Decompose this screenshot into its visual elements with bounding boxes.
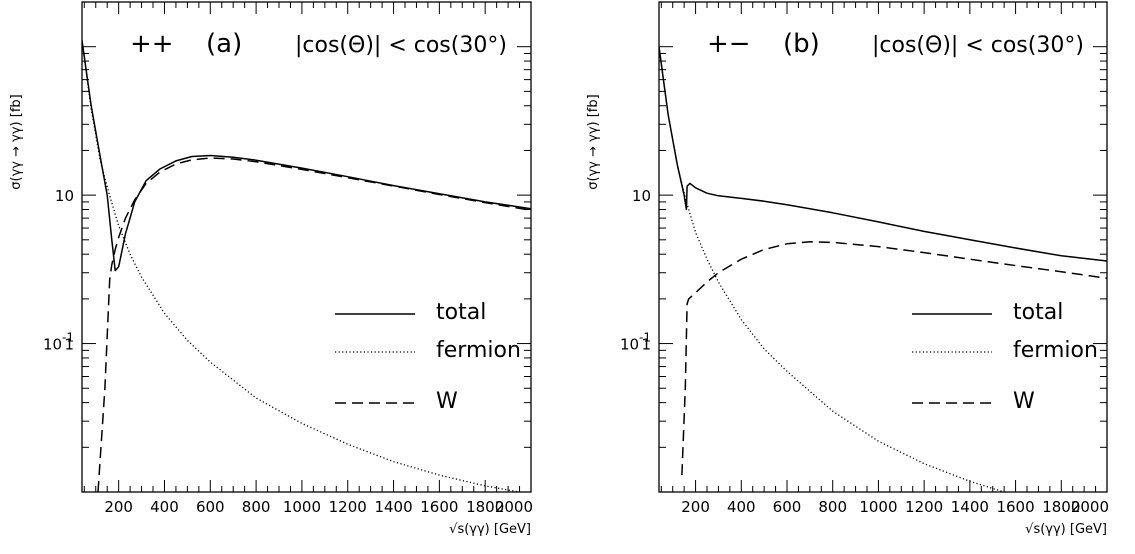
legend-label-total: total [436, 300, 486, 325]
helicity-label: +− [707, 29, 751, 59]
x-tick-label: 1400 [374, 498, 412, 516]
y-tick-label: 10 [55, 187, 74, 205]
y-tick-label: 1 [641, 336, 651, 354]
x-tick-label: 200 [681, 498, 710, 516]
x-tick-label: 2000 [1071, 498, 1109, 516]
panel-label: (b) [783, 29, 820, 59]
series-line-w [97, 157, 531, 492]
x-tick-label: 1200 [329, 498, 367, 516]
y-tick-label: 1 [64, 336, 74, 354]
cut-label: |cos(Θ)| < cos(30°) [295, 33, 507, 58]
legend-label-fermion: fermion [1013, 338, 1098, 363]
x-tick-label: 1000 [859, 498, 897, 516]
series-line-fermion [82, 40, 520, 492]
x-tick-label: 800 [242, 498, 271, 516]
x-tick-label: 800 [818, 498, 847, 516]
y-axis-title: σ(γγ → γγ) [fb] [9, 94, 24, 189]
x-tick-label: 400 [727, 498, 756, 516]
plot-frame [658, 1, 1108, 493]
legend-label-w: W [436, 389, 458, 414]
y-tick-label: 10-1 [43, 331, 74, 354]
x-axis-title: √s(γγ) [GeV] [449, 522, 531, 537]
x-tick-label: 1600 [996, 498, 1034, 516]
x-tick-label: 1400 [951, 498, 989, 516]
legend-label-w: W [1013, 389, 1035, 414]
x-tick-label: 600 [196, 498, 225, 516]
series-line-w [681, 241, 1107, 476]
helicity-label: ++ [130, 29, 174, 59]
x-tick-label: 600 [773, 498, 802, 516]
x-tick-label: 1000 [283, 498, 321, 516]
x-tick-label: 2000 [495, 498, 533, 516]
x-axis-title: √s(γγ) [GeV] [1025, 522, 1107, 537]
series-line-total [82, 40, 531, 272]
y-axis-title: σ(γγ → γγ) [fb] [586, 94, 601, 189]
panel-label: (a) [206, 29, 242, 59]
series-line-fermion [659, 46, 1005, 492]
series-line-total [659, 46, 1107, 262]
x-tick-label: 200 [104, 498, 133, 516]
x-tick-label: 1800 [466, 498, 504, 516]
legend-label-total: total [1013, 300, 1063, 325]
cut-label: |cos(Θ)| < cos(30°) [872, 33, 1084, 58]
y-tick-label: 10 [632, 187, 651, 205]
x-tick-label: 1200 [905, 498, 943, 516]
plot-frame [81, 1, 532, 493]
x-tick-label: 400 [150, 498, 179, 516]
x-tick-label: 1600 [420, 498, 458, 516]
y-tick-label: 10-1 [620, 331, 651, 354]
legend-label-fermion: fermion [436, 338, 521, 363]
x-tick-label: 1800 [1042, 498, 1080, 516]
